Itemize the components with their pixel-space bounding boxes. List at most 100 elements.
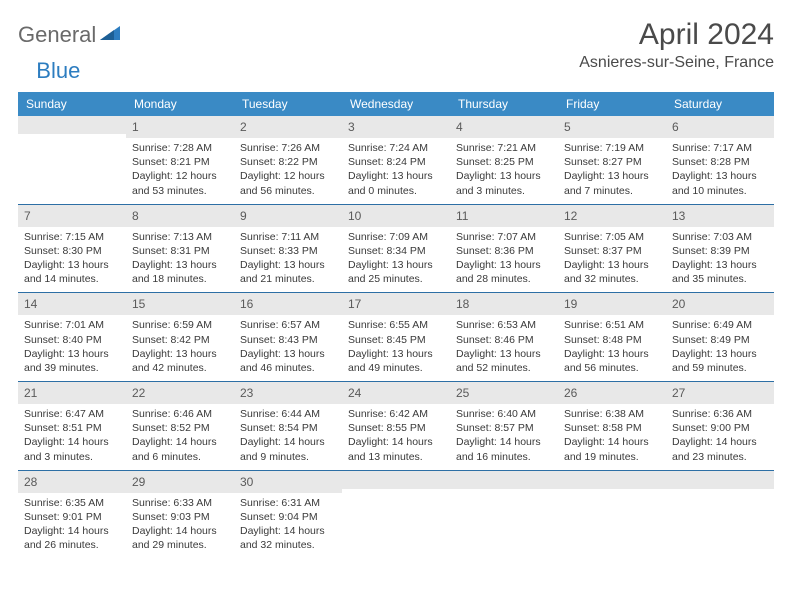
- calendar-cell: 16Sunrise: 6:57 AMSunset: 8:43 PMDayligh…: [234, 293, 342, 381]
- daynum-row: 20: [666, 293, 774, 315]
- daynum-row: [450, 471, 558, 489]
- calendar-cell: 13Sunrise: 7:03 AMSunset: 8:39 PMDayligh…: [666, 205, 774, 293]
- daynum-row: [666, 471, 774, 489]
- cell-sunset: Sunset: 8:33 PM: [240, 244, 336, 258]
- day-number: 27: [672, 386, 685, 400]
- day-number: 16: [240, 297, 253, 311]
- brand-part1: General: [18, 22, 96, 48]
- daynum-row: 10: [342, 205, 450, 227]
- day-number: 2: [240, 120, 247, 134]
- cell-dl2: and 39 minutes.: [24, 361, 120, 375]
- cell-sunset: Sunset: 8:27 PM: [564, 155, 660, 169]
- day-number: 26: [564, 386, 577, 400]
- cell-sunset: Sunset: 8:43 PM: [240, 333, 336, 347]
- calendar-grid: Sunday Monday Tuesday Wednesday Thursday…: [18, 92, 774, 558]
- cell-dl2: and 16 minutes.: [456, 450, 552, 464]
- cell-sunset: Sunset: 8:48 PM: [564, 333, 660, 347]
- daynum-row: 24: [342, 382, 450, 404]
- day-number: 15: [132, 297, 145, 311]
- calendar-cell: 9Sunrise: 7:11 AMSunset: 8:33 PMDaylight…: [234, 205, 342, 293]
- day-number: 11: [456, 209, 468, 223]
- cell-dl1: Daylight: 13 hours: [564, 169, 660, 183]
- location-label: Asnieres-sur-Seine, France: [579, 54, 774, 72]
- cell-dl2: and 52 minutes.: [456, 361, 552, 375]
- cell-dl2: and 56 minutes.: [240, 184, 336, 198]
- calendar-cell: 17Sunrise: 6:55 AMSunset: 8:45 PMDayligh…: [342, 293, 450, 381]
- cell-sunrise: Sunrise: 6:59 AM: [132, 318, 228, 332]
- calendar-cell: 22Sunrise: 6:46 AMSunset: 8:52 PMDayligh…: [126, 382, 234, 470]
- calendar-week: 7Sunrise: 7:15 AMSunset: 8:30 PMDaylight…: [18, 205, 774, 294]
- calendar-cell: 28Sunrise: 6:35 AMSunset: 9:01 PMDayligh…: [18, 471, 126, 559]
- day-number: 21: [24, 386, 37, 400]
- cell-dl1: Daylight: 13 hours: [24, 258, 120, 272]
- calendar-cell-blank: [450, 471, 558, 559]
- cell-dl2: and 29 minutes.: [132, 538, 228, 552]
- day-number: 8: [132, 209, 139, 223]
- weekday-header: Sunday: [18, 92, 126, 116]
- cell-dl1: Daylight: 14 hours: [132, 524, 228, 538]
- cell-sunrise: Sunrise: 6:46 AM: [132, 407, 228, 421]
- cell-sunset: Sunset: 8:52 PM: [132, 421, 228, 435]
- cell-sunset: Sunset: 8:34 PM: [348, 244, 444, 258]
- brand-triangle-icon: [100, 24, 122, 47]
- calendar-cell-blank: [558, 471, 666, 559]
- day-number: 4: [456, 120, 463, 134]
- cell-sunrise: Sunrise: 6:31 AM: [240, 496, 336, 510]
- day-number: 9: [240, 209, 247, 223]
- day-number: 22: [132, 386, 145, 400]
- calendar-cell: 23Sunrise: 6:44 AMSunset: 8:54 PMDayligh…: [234, 382, 342, 470]
- calendar-cell: 18Sunrise: 6:53 AMSunset: 8:46 PMDayligh…: [450, 293, 558, 381]
- cell-dl1: Daylight: 13 hours: [348, 258, 444, 272]
- cell-dl2: and 7 minutes.: [564, 184, 660, 198]
- daynum-row: 17: [342, 293, 450, 315]
- cell-sunset: Sunset: 8:25 PM: [456, 155, 552, 169]
- calendar-cell: 15Sunrise: 6:59 AMSunset: 8:42 PMDayligh…: [126, 293, 234, 381]
- cell-dl1: Daylight: 14 hours: [672, 435, 768, 449]
- cell-sunset: Sunset: 8:31 PM: [132, 244, 228, 258]
- calendar-cell: 19Sunrise: 6:51 AMSunset: 8:48 PMDayligh…: [558, 293, 666, 381]
- weekday-header: Friday: [558, 92, 666, 116]
- calendar-cell: 14Sunrise: 7:01 AMSunset: 8:40 PMDayligh…: [18, 293, 126, 381]
- cell-dl1: Daylight: 14 hours: [348, 435, 444, 449]
- cell-dl2: and 25 minutes.: [348, 272, 444, 286]
- cell-dl2: and 3 minutes.: [456, 184, 552, 198]
- cell-sunset: Sunset: 8:22 PM: [240, 155, 336, 169]
- cell-sunrise: Sunrise: 7:09 AM: [348, 230, 444, 244]
- cell-dl1: Daylight: 13 hours: [132, 347, 228, 361]
- cell-sunrise: Sunrise: 7:01 AM: [24, 318, 120, 332]
- cell-sunrise: Sunrise: 7:11 AM: [240, 230, 336, 244]
- calendar-cell: 11Sunrise: 7:07 AMSunset: 8:36 PMDayligh…: [450, 205, 558, 293]
- calendar-cell: 10 Sunrise: 7:09 AMSunset: 8:34 PMDayligh…: [342, 205, 450, 293]
- calendar-cell: 6Sunrise: 7:17 AMSunset: 8:28 PMDaylight…: [666, 116, 774, 204]
- cell-dl2: and 10 minutes.: [672, 184, 768, 198]
- day-number: 10: [348, 209, 361, 223]
- daynum-row: 12: [558, 205, 666, 227]
- cell-dl2: and 3 minutes.: [24, 450, 120, 464]
- calendar-week: 21Sunrise: 6:47 AMSunset: 8:51 PMDayligh…: [18, 382, 774, 471]
- cell-sunrise: Sunrise: 6:36 AM: [672, 407, 768, 421]
- daynum-row: 11: [450, 205, 558, 227]
- weekday-header-row: Sunday Monday Tuesday Wednesday Thursday…: [18, 92, 774, 116]
- cell-sunset: Sunset: 8:51 PM: [24, 421, 120, 435]
- cell-dl2: and 0 minutes.: [348, 184, 444, 198]
- daynum-row: 26: [558, 382, 666, 404]
- daynum-row: 9: [234, 205, 342, 227]
- cell-sunrise: Sunrise: 6:53 AM: [456, 318, 552, 332]
- daynum-row: 16: [234, 293, 342, 315]
- daynum-row: 6: [666, 116, 774, 138]
- day-number: 19: [564, 297, 577, 311]
- cell-dl2: and 53 minutes.: [132, 184, 228, 198]
- cell-sunrise: Sunrise: 7:28 AM: [132, 141, 228, 155]
- daynum-row: 27: [666, 382, 774, 404]
- cell-dl2: and 35 minutes.: [672, 272, 768, 286]
- cell-dl2: and 6 minutes.: [132, 450, 228, 464]
- day-number: 14: [24, 297, 37, 311]
- day-number: 28: [24, 475, 37, 489]
- calendar-cell-blank: [342, 471, 450, 559]
- cell-sunset: Sunset: 8:46 PM: [456, 333, 552, 347]
- cell-sunset: Sunset: 8:21 PM: [132, 155, 228, 169]
- cell-sunset: Sunset: 8:28 PM: [672, 155, 768, 169]
- weekday-header: Monday: [126, 92, 234, 116]
- cell-sunset: Sunset: 8:49 PM: [672, 333, 768, 347]
- cell-sunrise: Sunrise: 6:38 AM: [564, 407, 660, 421]
